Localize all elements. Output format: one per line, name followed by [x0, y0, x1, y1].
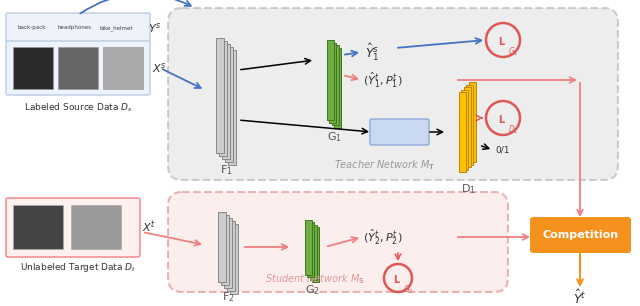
FancyBboxPatch shape — [71, 205, 121, 249]
Text: $G_2$: $G_2$ — [403, 283, 414, 296]
Text: $(\hat{Y}_1^t, P_1^t)$: $(\hat{Y}_1^t, P_1^t)$ — [363, 70, 403, 90]
FancyBboxPatch shape — [13, 205, 63, 249]
FancyBboxPatch shape — [332, 45, 339, 125]
Text: $\hat{Y}_1^s$: $\hat{Y}_1^s$ — [365, 41, 380, 63]
FancyBboxPatch shape — [310, 225, 317, 279]
FancyBboxPatch shape — [168, 192, 508, 292]
Text: $D_1$: $D_1$ — [508, 123, 519, 136]
FancyBboxPatch shape — [329, 43, 336, 122]
FancyBboxPatch shape — [312, 227, 319, 282]
Text: $\mathrm{F}_1$: $\mathrm{F}_1$ — [220, 163, 232, 177]
FancyBboxPatch shape — [530, 217, 631, 253]
Text: $X^s$: $X^s$ — [152, 61, 167, 75]
Text: Competition: Competition — [543, 230, 619, 240]
Text: $\mathregular{L}$: $\mathregular{L}$ — [498, 113, 506, 125]
Text: $G_1$: $G_1$ — [508, 45, 519, 58]
Text: bike_helmet: bike_helmet — [100, 25, 134, 31]
FancyBboxPatch shape — [221, 215, 229, 285]
Text: Labeled Source Data $D_s$: Labeled Source Data $D_s$ — [24, 102, 132, 114]
Text: GRL: GRL — [388, 127, 410, 137]
FancyBboxPatch shape — [6, 198, 140, 257]
Text: 0/1: 0/1 — [495, 145, 509, 155]
FancyBboxPatch shape — [6, 41, 150, 95]
FancyBboxPatch shape — [6, 13, 150, 42]
FancyBboxPatch shape — [216, 38, 224, 152]
Text: Student Network $M_\mathbf{S}$: Student Network $M_\mathbf{S}$ — [265, 272, 365, 286]
Text: Unlabeled Target Data $D_t$: Unlabeled Target Data $D_t$ — [20, 262, 136, 274]
FancyBboxPatch shape — [468, 82, 476, 162]
FancyBboxPatch shape — [230, 224, 238, 294]
FancyBboxPatch shape — [227, 221, 235, 291]
Text: $\mathrm{G}_1$: $\mathrm{G}_1$ — [326, 130, 342, 144]
Text: $\mathrm{D}_1$: $\mathrm{D}_1$ — [461, 182, 476, 196]
FancyBboxPatch shape — [305, 219, 312, 274]
Text: headphones: headphones — [58, 25, 92, 31]
FancyBboxPatch shape — [224, 218, 232, 288]
FancyBboxPatch shape — [458, 92, 465, 172]
Text: $\mathregular{L}$: $\mathregular{L}$ — [498, 35, 506, 47]
FancyBboxPatch shape — [370, 119, 429, 145]
FancyBboxPatch shape — [466, 84, 473, 165]
Text: $X^t$: $X^t$ — [142, 219, 156, 235]
FancyBboxPatch shape — [326, 40, 333, 120]
FancyBboxPatch shape — [103, 47, 143, 89]
FancyBboxPatch shape — [225, 47, 233, 162]
FancyBboxPatch shape — [13, 47, 53, 89]
Text: $\mathregular{L}$: $\mathregular{L}$ — [393, 273, 401, 285]
Text: $Y^s$: $Y^s$ — [148, 21, 161, 35]
FancyBboxPatch shape — [168, 8, 618, 180]
Text: back-pack: back-pack — [18, 25, 47, 31]
FancyBboxPatch shape — [463, 87, 470, 167]
Text: $(\hat{Y}_2^t, P_2^t)$: $(\hat{Y}_2^t, P_2^t)$ — [363, 227, 403, 247]
FancyBboxPatch shape — [228, 50, 236, 165]
FancyBboxPatch shape — [334, 47, 341, 128]
FancyBboxPatch shape — [307, 222, 314, 277]
FancyBboxPatch shape — [461, 89, 468, 170]
Text: $\mathrm{G}_2$: $\mathrm{G}_2$ — [305, 283, 319, 297]
Text: $\mathrm{F}_2$: $\mathrm{F}_2$ — [221, 290, 234, 304]
FancyBboxPatch shape — [218, 212, 226, 282]
Text: $\hat{Y}^t$: $\hat{Y}^t$ — [573, 289, 587, 306]
Text: Teacher Network $M_\mathbf{T}$: Teacher Network $M_\mathbf{T}$ — [334, 158, 436, 172]
FancyBboxPatch shape — [58, 47, 98, 89]
FancyBboxPatch shape — [222, 43, 230, 159]
FancyBboxPatch shape — [219, 40, 227, 155]
